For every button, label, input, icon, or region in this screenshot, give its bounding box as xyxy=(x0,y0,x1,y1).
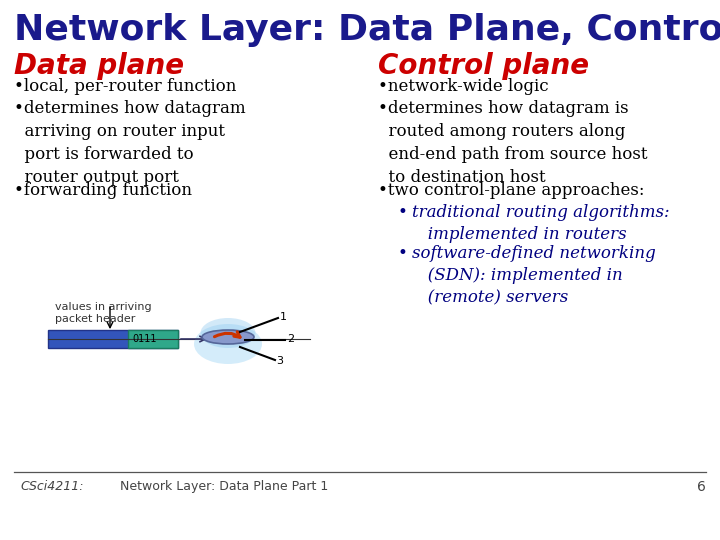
Text: values in arriving
packet header: values in arriving packet header xyxy=(55,302,152,323)
Text: •: • xyxy=(398,245,413,262)
Text: •determines how datagram is
  routed among routers along
  end-end path from sou: •determines how datagram is routed among… xyxy=(378,100,647,186)
Text: Data plane: Data plane xyxy=(14,52,184,80)
Text: 6: 6 xyxy=(697,480,706,494)
Text: •network-wide logic: •network-wide logic xyxy=(378,78,549,95)
Text: •local, per-router function: •local, per-router function xyxy=(14,78,236,95)
Text: CSci4211:: CSci4211: xyxy=(20,480,84,493)
Ellipse shape xyxy=(202,330,254,344)
Text: traditional routing algorithms:
   implemented in routers: traditional routing algorithms: implemen… xyxy=(412,204,670,243)
Bar xyxy=(128,330,178,348)
Text: •determines how datagram
  arriving on router input
  port is forwarded to
  rou: •determines how datagram arriving on rou… xyxy=(14,100,246,186)
Text: 3: 3 xyxy=(276,356,283,366)
Text: Network Layer: Data Plane, Control Plane: Network Layer: Data Plane, Control Plane xyxy=(14,13,720,47)
Text: •forwarding function: •forwarding function xyxy=(14,182,192,199)
Text: Network Layer: Data Plane Part 1: Network Layer: Data Plane Part 1 xyxy=(120,480,328,493)
Ellipse shape xyxy=(194,324,262,364)
Bar xyxy=(48,330,178,348)
Text: 1: 1 xyxy=(280,312,287,322)
Text: •two control-plane approaches:: •two control-plane approaches: xyxy=(378,182,644,199)
Text: •: • xyxy=(398,204,413,221)
Text: 0111: 0111 xyxy=(132,334,156,344)
Text: software-defined networking
   (SDN): implemented in
   (remote) servers: software-defined networking (SDN): imple… xyxy=(412,245,656,306)
Text: 2: 2 xyxy=(287,334,294,344)
Ellipse shape xyxy=(200,318,256,348)
Text: Control plane: Control plane xyxy=(378,52,589,80)
